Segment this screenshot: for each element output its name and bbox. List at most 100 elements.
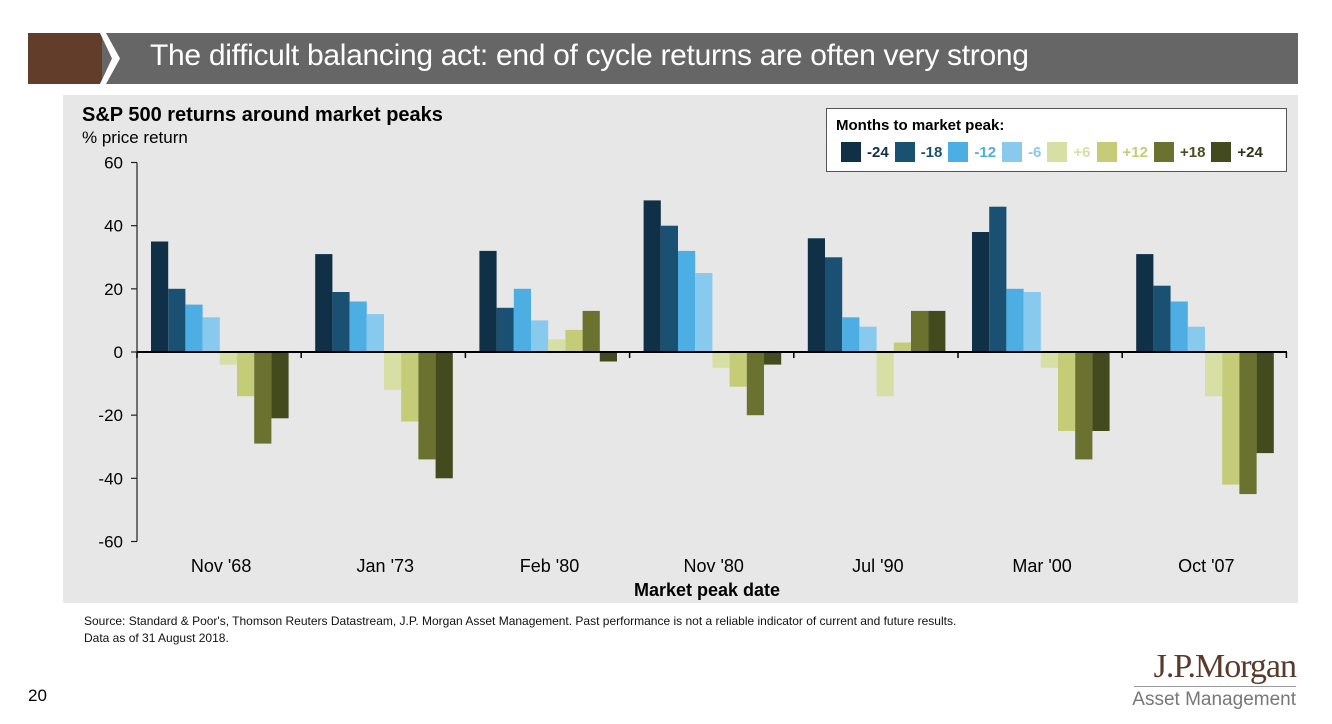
bar-plus12-6: [1222, 352, 1240, 485]
bar-minus12-4: [842, 317, 860, 352]
bar-minus24-4: [807, 238, 825, 352]
x-tick-label: Jan '73: [357, 556, 414, 576]
data-date-line: Data as of 31 August 2018.: [84, 631, 229, 645]
y-tick-label: -60: [98, 533, 123, 552]
bar-minus6-6: [1187, 326, 1205, 352]
x-tick-label: Nov '68: [191, 556, 251, 576]
bar-plus18-0: [254, 352, 272, 444]
bar-minus6-0: [202, 317, 220, 352]
bar-plus24-4: [928, 310, 946, 352]
bar-minus6-4: [859, 326, 877, 352]
legend-swatch: [1002, 142, 1023, 162]
chart-title: S&P 500 returns around market peaks: [82, 104, 443, 126]
legend-item: +12: [1096, 142, 1148, 162]
bar-minus18-4: [825, 257, 843, 353]
bar-plus12-1: [401, 352, 419, 422]
bar-plus24-3: [764, 352, 782, 365]
chart-legend: Months to market peak: -24 -18 -12 -6 +6 +12 +…: [826, 108, 1287, 172]
x-axis-label: Market peak date: [634, 580, 781, 600]
bar-minus24-3: [643, 200, 661, 352]
y-tick-label: 60: [104, 154, 123, 173]
logo-divider: [1134, 686, 1296, 687]
bar-minus12-0: [185, 304, 203, 352]
logo-subtitle: Asset Management: [1132, 689, 1296, 710]
bar-plus12-3: [729, 352, 747, 387]
source-line: Source: Standard & Poor's, Thomson Reute…: [84, 614, 957, 628]
y-tick-label: -40: [98, 469, 123, 488]
header-arrow-icon: [28, 33, 114, 84]
page-title: The difficult balancing act: end of cycl…: [150, 39, 1029, 72]
bar-plus18-2: [582, 310, 600, 352]
y-tick-label: 0: [114, 343, 123, 362]
x-tick-label: Oct '07: [1178, 556, 1234, 576]
header-chevron-separator: [100, 33, 120, 84]
legend-item: +18: [1153, 142, 1206, 162]
legend-item: -18: [894, 142, 943, 162]
bar-plus24-5: [1092, 352, 1110, 431]
page-number: 20: [28, 686, 47, 705]
bar-minus24-0: [151, 241, 169, 352]
bar-plus6-4: [876, 352, 894, 397]
bar-minus24-6: [1136, 254, 1154, 352]
bar-minus12-6: [1170, 301, 1188, 352]
bar-plus12-2: [565, 329, 583, 352]
legend-item: -6: [1002, 142, 1041, 162]
bar-minus24-5: [972, 232, 990, 352]
bar-minus18-5: [989, 206, 1007, 352]
legend-title: Months to market peak:: [836, 117, 1005, 134]
legend-label: +24: [1237, 143, 1263, 161]
bar-plus24-2: [599, 352, 617, 362]
legend-swatch: [1047, 142, 1068, 162]
legend-label: -6: [1028, 143, 1042, 161]
legend-label: -18: [920, 143, 943, 161]
bar-plus24-0: [271, 352, 289, 419]
bar-minus12-1: [349, 301, 367, 352]
y-axis-label: % price return: [82, 128, 188, 147]
bar-plus12-4: [893, 342, 911, 352]
bar-minus12-5: [1006, 288, 1024, 352]
legend-item: +24: [1211, 142, 1263, 162]
bar-plus6-0: [219, 352, 237, 365]
legend-swatch: [841, 142, 861, 162]
bar-plus12-5: [1058, 352, 1076, 431]
legend-label: -12: [974, 143, 997, 161]
bar-minus6-3: [695, 273, 713, 352]
bar-plus6-5: [1040, 352, 1058, 368]
bar-plus18-5: [1075, 352, 1093, 460]
legend-swatch: [894, 142, 915, 162]
legend-item: +6: [1047, 142, 1091, 162]
bar-plus12-0: [237, 352, 255, 397]
bar-plus6-6: [1205, 352, 1223, 397]
legend-label: +12: [1122, 143, 1148, 161]
source-note: Source: Standard & Poor's, Thomson Reute…: [84, 613, 956, 647]
bar-plus24-1: [435, 352, 453, 479]
bar-minus6-5: [1023, 292, 1041, 352]
legend-swatch: [1211, 142, 1232, 162]
bar-minus6-1: [366, 314, 384, 352]
legend-items: -24 -18 -12 -6 +6 +12 +18 +24: [841, 142, 1269, 162]
x-tick-label: Feb '80: [520, 556, 579, 576]
bar-minus18-3: [660, 225, 678, 352]
bar-minus18-6: [1153, 285, 1171, 352]
legend-swatch: [1153, 142, 1174, 162]
legend-swatch: [1096, 142, 1117, 162]
bar-plus18-1: [418, 352, 436, 460]
bar-minus18-1: [332, 292, 350, 352]
y-tick-label: 20: [104, 280, 123, 299]
legend-item: -12: [948, 142, 996, 162]
y-tick-label: -20: [98, 406, 123, 425]
bar-minus18-0: [168, 288, 186, 352]
legend-label: +6: [1073, 143, 1091, 161]
legend-label: +18: [1179, 143, 1206, 161]
bar-minus12-3: [678, 250, 696, 352]
bar-minus12-2: [513, 288, 531, 352]
legend-item: -24: [841, 142, 889, 162]
bar-minus18-2: [496, 307, 514, 352]
y-tick-label: 40: [104, 217, 123, 236]
legend-label: -24: [867, 143, 889, 161]
header-band: [102, 33, 1298, 84]
bar-minus24-1: [315, 254, 333, 352]
x-tick-label: Nov '80: [683, 556, 743, 576]
bar-plus18-3: [746, 352, 764, 416]
